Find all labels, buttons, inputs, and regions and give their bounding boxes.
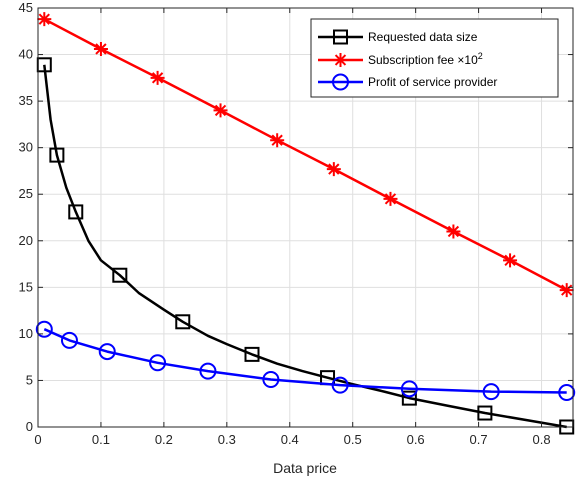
x-axis-label: Data price (273, 460, 337, 476)
y-tick-label: 20 (19, 233, 33, 248)
data-point-marker (112, 267, 128, 283)
data-point-marker (270, 133, 285, 148)
plot-border (37, 7, 574, 428)
series-line (43, 328, 567, 394)
data-point-marker (149, 354, 167, 372)
x-tick-label: 0.1 (92, 432, 110, 447)
x-tick-label: 0.7 (470, 432, 488, 447)
legend-item: Profit of service provider (318, 73, 497, 91)
x-tick-label: 0.4 (281, 432, 299, 447)
data-point-marker (37, 12, 52, 27)
data-point-marker (150, 70, 165, 85)
y-tick-label: 25 (19, 186, 33, 201)
y-tick-label: 15 (19, 279, 33, 294)
legend-marker (332, 73, 349, 91)
legend-label: Subscription fee ×102 (368, 51, 483, 67)
legend-item: Subscription fee ×102 (318, 51, 483, 67)
y-tick-label: 10 (19, 326, 33, 341)
x-tick-label: 0 (34, 432, 41, 447)
y-tick-label: 35 (19, 93, 33, 108)
series-2 (37, 12, 574, 298)
x-tick-label: 0.5 (344, 432, 362, 447)
series-layer (35, 12, 576, 435)
series-3 (35, 320, 576, 402)
data-point-marker (68, 204, 84, 220)
data-point-marker (383, 191, 398, 206)
series-line (43, 18, 568, 292)
x-tick-label: 0.3 (218, 432, 236, 447)
x-tick-label: 0.2 (155, 432, 173, 447)
data-point-marker (326, 162, 341, 177)
data-point-marker (559, 283, 574, 298)
data-point-marker (98, 343, 116, 361)
legend-item: Requested data size (318, 29, 478, 45)
data-point-marker (262, 371, 280, 389)
legend-label: Requested data size (368, 30, 478, 44)
legend-marker (333, 29, 348, 45)
y-tick-label: 30 (19, 140, 33, 155)
data-point-marker (482, 383, 500, 401)
y-tick-label: 40 (19, 47, 33, 62)
axis-ticks: 0 0.1 0.2 0.3 0.4 0.5 0.6 0.7 0.8 0 5 10 15 20 25 30 35 4… (19, 0, 573, 447)
y-tick-label: 0 (26, 419, 33, 434)
x-tick-label: 0.8 (532, 432, 550, 447)
data-point-marker (93, 41, 108, 56)
data-point-marker (446, 224, 461, 239)
y-tick-label: 5 (26, 372, 33, 387)
data-point-marker (213, 103, 228, 118)
data-point-marker (331, 376, 349, 394)
legend-label: Profit of service provider (368, 75, 497, 89)
legend: Requested data size Subscription fee ×102… (310, 18, 559, 98)
data-point-marker (400, 380, 418, 398)
data-point-marker (175, 314, 191, 330)
data-point-marker (35, 320, 53, 338)
y-tick-label: 45 (19, 0, 33, 15)
data-point-marker (49, 147, 65, 163)
data-point-marker (60, 331, 78, 349)
data-point-marker (503, 253, 518, 268)
data-point-marker (477, 405, 493, 421)
data-point-marker (558, 384, 576, 402)
legend-marker (333, 53, 348, 67)
data-point-marker (244, 346, 260, 362)
data-point-marker (199, 362, 217, 380)
data-point-marker (401, 390, 417, 406)
legend-box (310, 18, 559, 98)
x-tick-label: 0.6 (407, 432, 425, 447)
